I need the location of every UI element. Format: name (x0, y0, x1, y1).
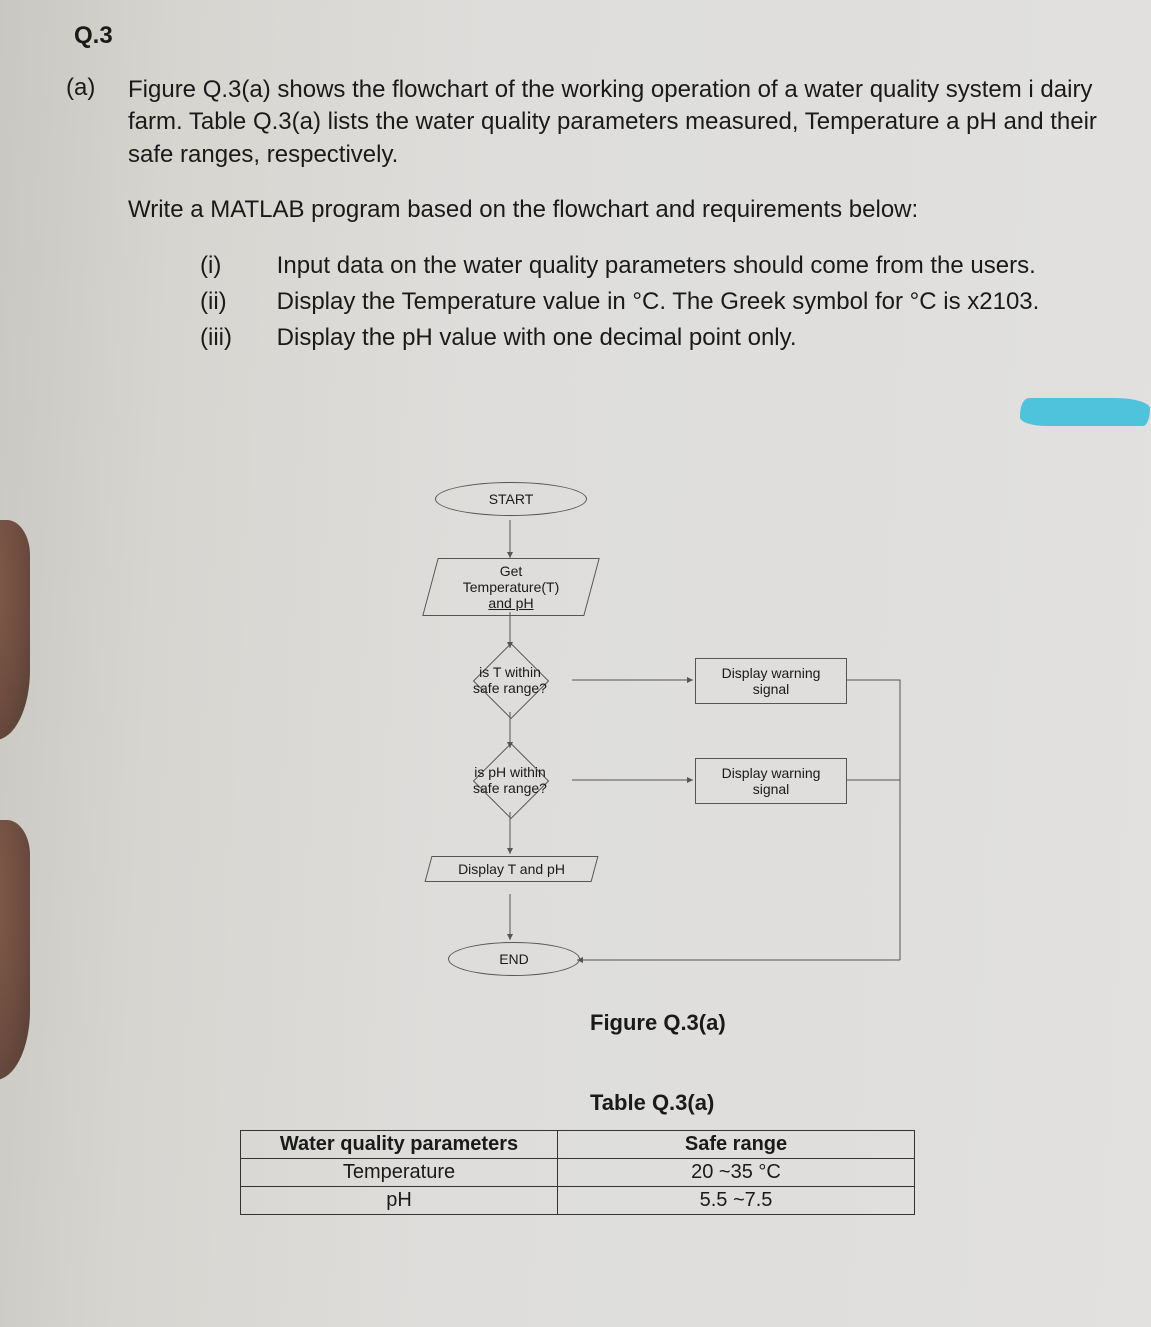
list-item: (iii) Display the pH value with one deci… (200, 320, 1130, 356)
flow-display-label: Display T and pH (439, 861, 584, 877)
finger-shadow (0, 520, 30, 740)
question-number: Q.3 (74, 22, 113, 50)
cell-range: 5.5 ~7.5 (558, 1187, 915, 1215)
table-row: pH 5.5 ~7.5 (241, 1187, 915, 1215)
intro-paragraph: Figure Q.3(a) shows the flowchart of the… (128, 74, 1138, 171)
roman-numeral: (ii) (200, 284, 270, 320)
flow-decision-temp-label: is T withinsafe range? (450, 664, 570, 696)
roman-numeral: (iii) (200, 320, 270, 356)
col-safe-range: Safe range (558, 1131, 915, 1159)
list-item-text: Display the Temperature value in °C. The… (277, 288, 1040, 315)
instruction-line: Write a MATLAB program based on the flow… (128, 194, 1128, 226)
table-row: Temperature 20 ~35 °C (241, 1159, 915, 1187)
flow-warn-temp: Display warningsignal (695, 658, 847, 704)
table-caption: Table Q.3(a) (590, 1090, 714, 1116)
flow-input: GetTemperature(T)and pH (422, 558, 600, 616)
finger-shadow (0, 820, 30, 1080)
cell-param: Temperature (241, 1159, 558, 1187)
flow-warn-temp-label: Display warningsignal (722, 665, 821, 697)
highlighter-mark (1020, 398, 1150, 426)
safe-range-table: Water quality parameters Safe range Temp… (240, 1130, 915, 1215)
list-item-text: Display the pH value with one decimal po… (277, 324, 797, 351)
flow-warn-ph: Display warningsignal (695, 758, 847, 804)
table-header-row: Water quality parameters Safe range (241, 1131, 915, 1159)
requirements-list: (i) Input data on the water quality para… (200, 248, 1130, 356)
flow-decision-ph: is pH withinsafe range? (448, 748, 572, 812)
col-parameter: Water quality parameters (241, 1131, 558, 1159)
flow-display: Display T and pH (425, 856, 599, 882)
flow-input-label: GetTemperature(T)and pH (441, 563, 581, 611)
roman-numeral: (i) (200, 248, 270, 284)
flow-warn-ph-label: Display warningsignal (722, 765, 821, 797)
flow-decision-temp: is T withinsafe range? (448, 648, 572, 712)
list-item-text: Input data on the water quality paramete… (277, 252, 1036, 279)
flow-end: END (448, 942, 580, 976)
cell-param: pH (241, 1187, 558, 1215)
flow-decision-ph-label: is pH withinsafe range? (450, 764, 570, 796)
flow-start: START (435, 482, 587, 516)
cell-range: 20 ~35 °C (558, 1159, 915, 1187)
list-item: (i) Input data on the water quality para… (200, 248, 1130, 284)
part-label: (a) (66, 74, 95, 102)
list-item: (ii) Display the Temperature value in °C… (200, 284, 1130, 320)
figure-caption: Figure Q.3(a) (590, 1010, 726, 1036)
scanned-page: Q.3 (a) Figure Q.3(a) shows the flowchar… (0, 0, 1151, 1327)
